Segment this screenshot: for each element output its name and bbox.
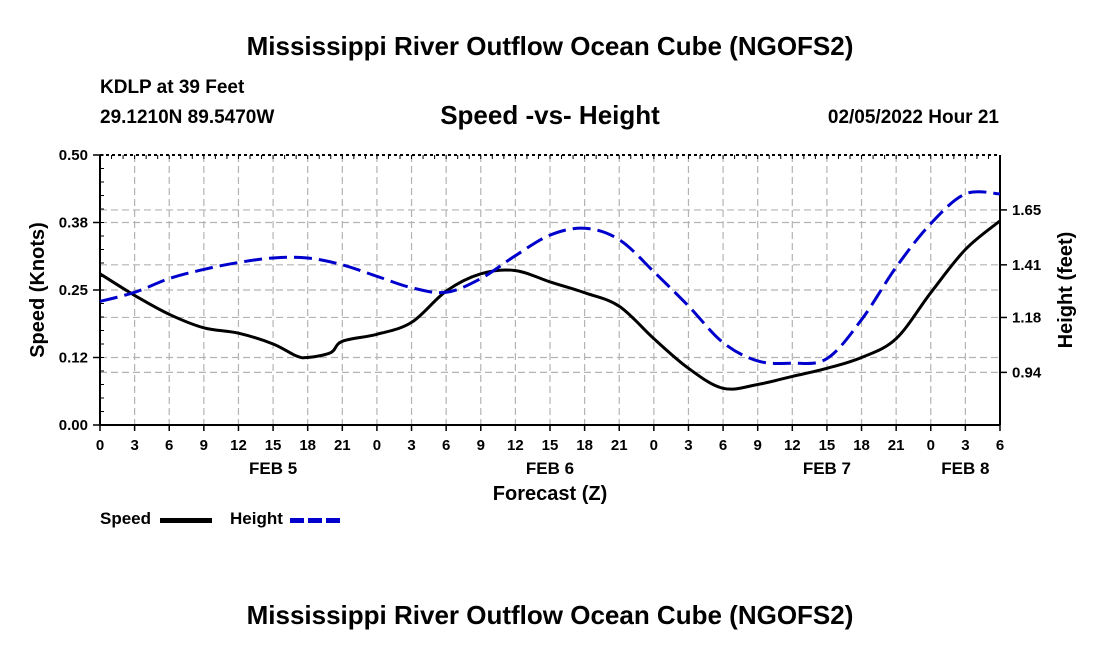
x-tick-label: 6 — [165, 437, 173, 454]
x-tick-label: 15 — [542, 437, 559, 454]
y2-tick-label: 1.18 — [1012, 309, 1041, 326]
y2-axis-label: Height (feet) — [1055, 232, 1077, 349]
date-label: FEB 5 — [249, 459, 297, 478]
x-tick-label: 21 — [334, 437, 351, 454]
x-tick-label: 0 — [373, 437, 381, 454]
x-tick-label: 0 — [927, 437, 935, 454]
x-tick-label: 6 — [719, 437, 727, 454]
x-tick-label: 12 — [230, 437, 247, 454]
y2-tick-label: 1.65 — [1012, 202, 1041, 219]
x-tick-label: 3 — [130, 437, 138, 454]
page-title: Mississippi River Outflow Ocean Cube (NG… — [246, 31, 854, 61]
x-tick-label: 21 — [611, 437, 628, 454]
y-tick-label: 0.00 — [59, 417, 88, 434]
x-tick-label: 12 — [507, 437, 524, 454]
x-tick-label: 9 — [477, 437, 485, 454]
date-label: FEB 6 — [526, 459, 574, 478]
x-tick-label: 9 — [754, 437, 762, 454]
x-tick-label: 0 — [650, 437, 658, 454]
chart-title: Speed -vs- Height — [440, 100, 660, 130]
datetime-label: 02/05/2022 Hour 21 — [827, 107, 999, 128]
y2-tick-label: 0.94 — [1012, 364, 1042, 381]
y-tick-label: 0.38 — [59, 215, 88, 232]
x-tick-label: 15 — [819, 437, 836, 454]
legend-height-label: Height — [230, 509, 283, 528]
legend-speed-label: Speed — [100, 509, 152, 528]
x-tick-label: 3 — [407, 437, 415, 454]
coordinates-label: 29.1210N 89.5470W — [100, 107, 275, 128]
date-label: FEB 7 — [803, 459, 851, 478]
y-tick-label: 0.12 — [59, 350, 88, 367]
y-axis-label: Speed (Knots) — [27, 222, 49, 358]
x-tick-label: 9 — [200, 437, 208, 454]
x-tick-label: 18 — [299, 437, 316, 454]
y-tick-label: 0.50 — [59, 147, 88, 164]
x-tick-label: 6 — [996, 437, 1004, 454]
x-tick-label: 18 — [576, 437, 593, 454]
y-tick-label: 0.25 — [59, 282, 88, 299]
x-tick-label: 0 — [96, 437, 104, 454]
x-tick-label: 3 — [961, 437, 969, 454]
legend-speed-line — [160, 518, 212, 523]
x-axis-label: Forecast (Z) — [493, 483, 607, 505]
series-line-height — [99, 190, 1001, 366]
series-line-speed — [99, 219, 1001, 391]
x-tick-label: 6 — [442, 437, 450, 454]
y2-tick-label: 1.41 — [1012, 257, 1041, 274]
x-tick-label: 15 — [265, 437, 282, 454]
x-tick-label: 21 — [888, 437, 905, 454]
x-tick-label: 3 — [684, 437, 692, 454]
legend-height-line — [290, 518, 344, 523]
station-label: KDLP at 39 Feet — [100, 77, 245, 98]
x-tick-label: 18 — [853, 437, 870, 454]
date-label: FEB 8 — [941, 459, 989, 478]
x-tick-label: 12 — [784, 437, 801, 454]
footer-title: Mississippi River Outflow Ocean Cube (NG… — [246, 600, 854, 630]
